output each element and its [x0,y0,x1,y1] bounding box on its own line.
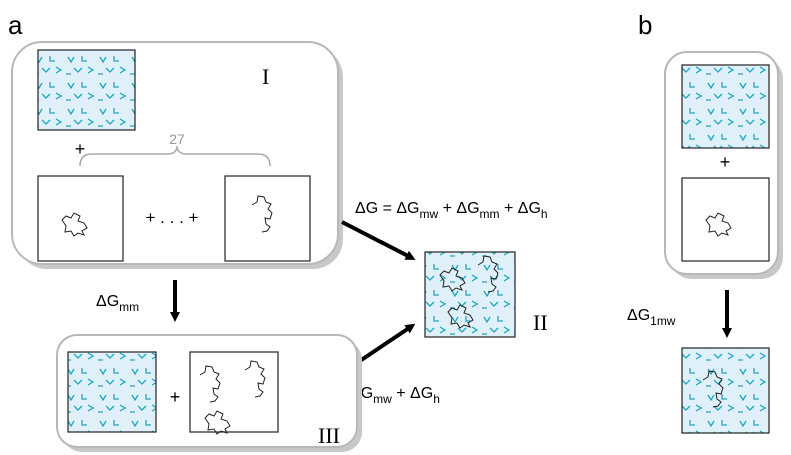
arrow [342,222,412,258]
diagram: a b + 27 + . . . + I ΔG = ΔGmw + ΔGmm + … [0,0,791,455]
state-label: I [262,64,269,89]
count: 27 [169,131,185,147]
subscript: mw [420,207,439,221]
energy-label: ΔG1mw [627,307,676,328]
ellipsis: + . . . + [146,208,199,227]
subscript: mw [373,392,392,406]
water-box [38,50,135,130]
subscript: h [541,207,548,221]
label-part: ΔG [96,293,119,310]
energy-label: ΔG = ΔGmw + ΔGmm + ΔGh [355,200,548,221]
plus: + [720,152,731,172]
mixture-box [425,252,515,337]
subscript: mm [119,300,139,314]
subscript: 1mw [650,314,676,328]
state-label: II [533,310,548,335]
panel-label: b [638,10,652,40]
label-part: + ΔG [500,200,541,217]
label-part: + ΔG [392,385,433,402]
state-label: III [318,423,340,448]
label-part: ΔG = ΔG [355,200,420,217]
energy-label: ΔGmw + ΔGh [350,385,440,406]
subscript: mm [480,207,500,221]
mixture-box [682,348,769,433]
water-box [68,352,156,432]
subscript: h [433,392,440,406]
polymer-box [682,178,769,261]
polymer-box [38,176,123,261]
polymer-box [190,352,278,432]
panel-label: a [8,10,23,40]
water-box [682,65,769,148]
energy-label: ΔGmm [96,293,139,314]
plus: + [170,387,181,407]
label-part: ΔG [627,307,650,324]
label-part: + ΔG [438,200,479,217]
